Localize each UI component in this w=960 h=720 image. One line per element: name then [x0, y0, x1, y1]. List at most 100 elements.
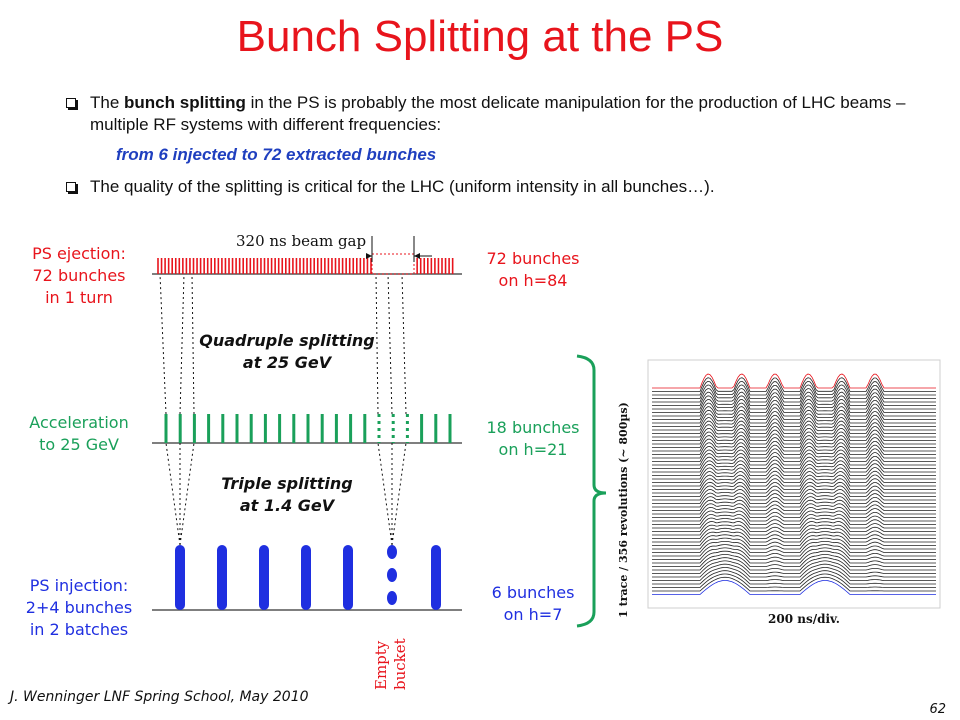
label-empty-bucket: Empty bucket	[372, 610, 412, 690]
empty-bucket-dot	[387, 545, 397, 559]
quad-line-1: Quadruple splitting	[199, 331, 375, 350]
empty-bucket-line-1: Empty	[372, 640, 390, 690]
bullet1-post: in the PS is probably the most delicate …	[90, 93, 906, 134]
waterfall-trace	[652, 496, 936, 508]
waterfall-trace	[652, 449, 936, 462]
splitting-guide-line	[159, 273, 167, 415]
waterfall-trace	[652, 377, 936, 392]
waterfall-frame	[647, 359, 941, 609]
splitting-guide-line	[165, 442, 181, 546]
waterfall-trace	[652, 467, 936, 480]
waterfall-trace	[652, 560, 936, 574]
waterfall-trace	[652, 557, 936, 571]
waterfall-y-label: 1 trace / 356 revolutions (~ 800µs)	[617, 402, 630, 618]
h7-line-1: 6 bunches	[491, 583, 575, 602]
injection-line-3: in 2 batches	[29, 620, 129, 639]
label-triple-splitting: Triple splitting at 1.4 GeV	[212, 473, 362, 517]
splitting-guide-line	[179, 273, 185, 415]
waterfall-trace	[652, 438, 936, 452]
waterfall-trace	[652, 427, 936, 441]
waterfall-trace	[652, 380, 936, 396]
triple-line-1: Triple splitting	[221, 474, 353, 493]
quad-line-2: at 25 GeV	[242, 353, 332, 372]
splitting-guide-line	[391, 442, 407, 546]
bullet1-pre: The	[90, 93, 125, 112]
waterfall-trace	[652, 527, 936, 539]
bullet-square-icon	[66, 182, 76, 192]
bullet1-bold: bunch splitting	[124, 93, 246, 112]
waterfall-trace	[652, 576, 936, 592]
waterfall-trace	[652, 506, 936, 518]
waterfall-trace	[652, 442, 936, 455]
h7-line-2: on h=7	[503, 605, 563, 624]
triple-line-2: at 1.4 GeV	[239, 496, 335, 515]
waterfall-trace	[652, 541, 936, 553]
h21-line-1: 18 bunches	[486, 418, 580, 437]
waterfall-trace	[652, 514, 936, 525]
waterfall-trace	[652, 435, 936, 448]
gap-arrowhead-right	[414, 253, 420, 259]
waterfall-trace	[652, 517, 936, 529]
splitting-guide-line	[375, 273, 379, 415]
waterfall-x-label: 200 ns/div.	[768, 612, 840, 626]
waterfall-trace	[652, 445, 936, 459]
splitting-guide-line	[387, 273, 393, 415]
injection-bunch	[217, 545, 227, 610]
waterfall-traces	[652, 373, 936, 595]
label-h21: 18 bunches on h=21	[478, 417, 588, 461]
injection-bunch	[175, 545, 185, 610]
empty-bucket-line-2: bucket	[391, 638, 409, 690]
waterfall-trace	[652, 567, 936, 581]
waterfall-trace	[652, 554, 936, 567]
splitting-guide-line	[191, 273, 195, 415]
waterfall-trace	[652, 420, 936, 434]
waterfall-trace	[652, 373, 936, 389]
sub-statement: from 6 injected to 72 extracted bunches	[116, 145, 437, 164]
waterfall-trace	[652, 474, 936, 487]
slide-title: Bunch Splitting at the PS	[236, 12, 724, 61]
injection-line-1: PS injection:	[29, 576, 129, 595]
waterfall-trace	[652, 456, 936, 469]
ejection-line-1: PS ejection:	[32, 244, 126, 263]
empty-bucket-dot	[387, 568, 397, 582]
h84-line-1: 72 bunches	[486, 249, 580, 268]
page-number: 62	[929, 702, 946, 717]
beam-gap-region	[371, 253, 415, 275]
waterfall-trace	[652, 463, 936, 476]
injection-bunch	[259, 545, 269, 610]
waterfall-trace	[652, 413, 936, 427]
waterfall-trace	[652, 460, 936, 473]
waterfall-trace	[652, 431, 936, 445]
injection-bunch	[301, 545, 311, 610]
waterfall-trace	[652, 417, 936, 431]
acceleration-line-2: to 25 GeV	[39, 435, 119, 454]
gap-arrowhead-left	[366, 253, 372, 259]
waterfall-trace	[652, 570, 936, 585]
waterfall-trace	[652, 547, 936, 560]
waterfall-trace	[652, 388, 936, 403]
acceleration-bunches	[164, 414, 452, 443]
injection-bunches	[175, 545, 441, 610]
splitting-guide-line	[179, 442, 195, 546]
waterfall-trace	[652, 499, 936, 511]
splitting-guide-line	[377, 442, 393, 546]
green-bracket	[576, 354, 607, 628]
empty-bucket-dot	[387, 591, 397, 605]
waterfall-trace	[652, 534, 936, 546]
waterfall-trace	[652, 398, 936, 413]
waterfall-trace	[652, 391, 936, 406]
waterfall-trace	[652, 409, 936, 424]
label-quadruple-splitting: Quadruple splitting at 25 GeV	[198, 330, 376, 374]
h21-line-2: on h=21	[498, 440, 568, 459]
ejection-bunches	[157, 258, 454, 274]
label-h84: 72 bunches on h=84	[478, 248, 588, 292]
ejection-line-2: 72 bunches	[32, 266, 126, 285]
bullet-item: The quality of the splitting is critical…	[62, 176, 942, 198]
bullet-item: The bunch splitting in the PS is probabl…	[62, 92, 942, 136]
bullet2-text: The quality of the splitting is critical…	[90, 177, 715, 196]
label-h7: 6 bunches on h=7	[478, 582, 588, 626]
injection-bunch	[431, 545, 441, 610]
splitting-guides	[159, 273, 407, 546]
waterfall-trace	[652, 488, 936, 501]
